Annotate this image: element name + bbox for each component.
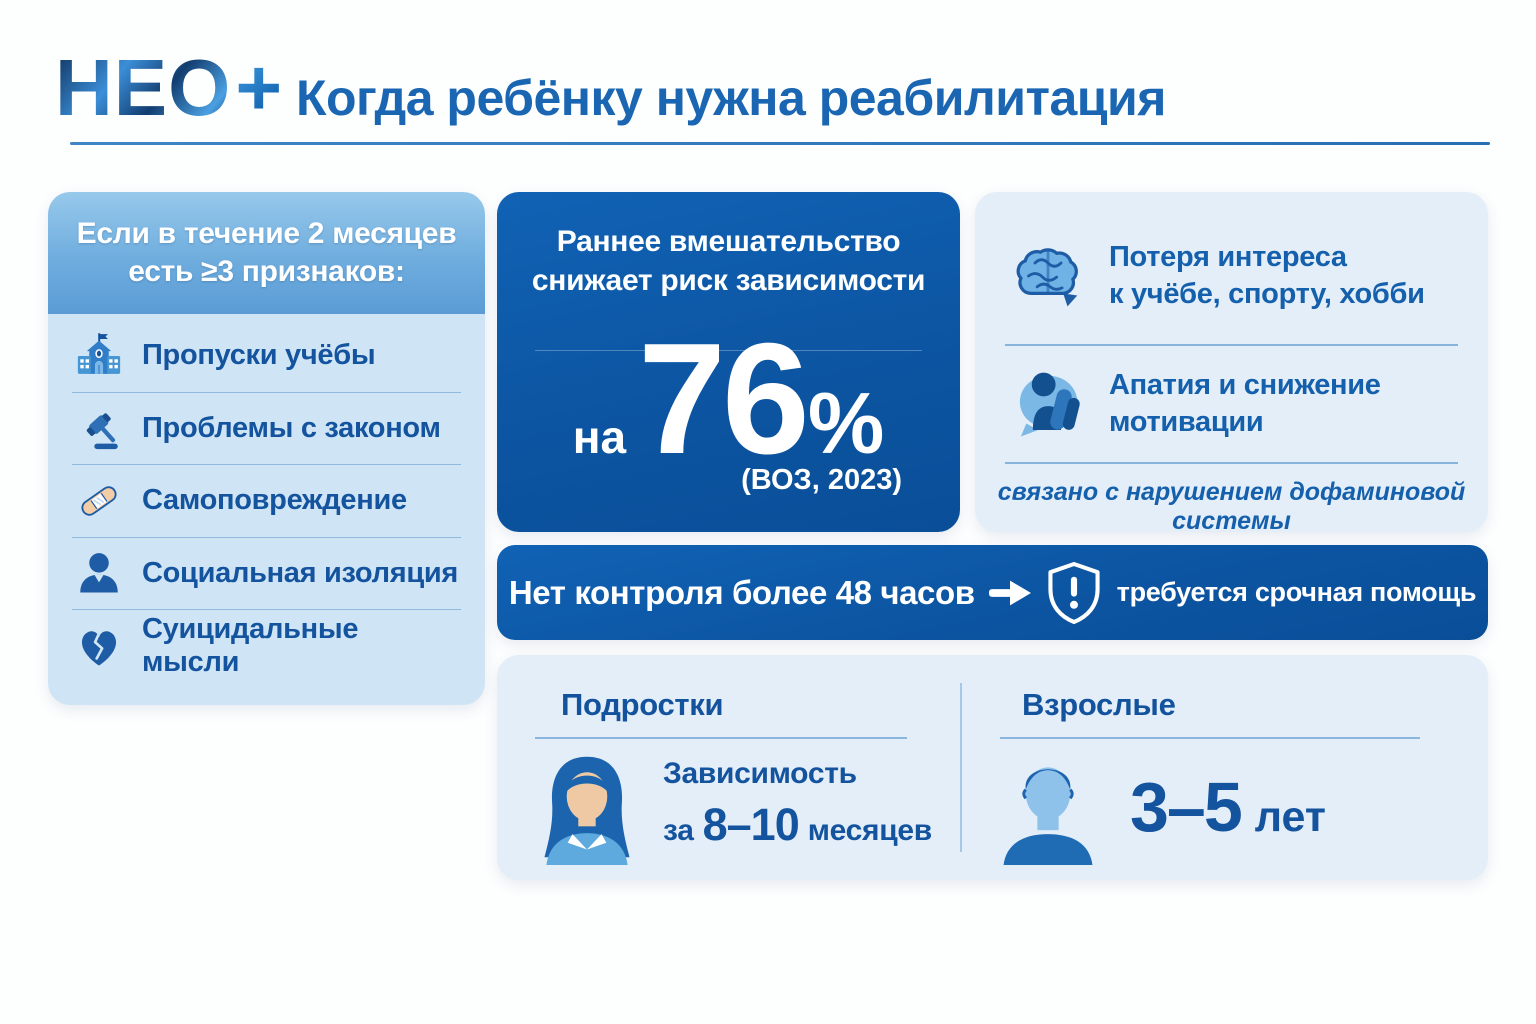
symptoms-divider [1005, 344, 1458, 346]
stat-panel: Раннее вмешательство снижает риск зависи… [497, 192, 960, 532]
adults-duration-suffix: лет [1254, 793, 1326, 841]
teens-text: Зависимость за 8–10 месяцев [663, 757, 932, 851]
stat-heading-line2: снижает риск зависимости [531, 264, 926, 297]
teens-line1: Зависимость [663, 757, 857, 790]
list-item-label: Самоповреждение [142, 484, 407, 517]
broken-heart-icon [72, 619, 126, 673]
alert-banner: Нет контроля более 48 часов требуется ср… [497, 545, 1488, 640]
person-icon [72, 546, 126, 600]
teens-line2-prefix: за [663, 814, 694, 847]
teens-column: Подростки Зависимость за 8–10 [497, 655, 960, 880]
criteria-title-line2: есть ≥3 признаков: [128, 255, 405, 288]
symptoms-note: связано с нарушением дофаминовой системы [997, 478, 1466, 535]
list-item-label: Проблемы с законом [142, 411, 441, 444]
stat-prefix: на [572, 411, 627, 463]
logo-plus-icon: + [235, 43, 284, 132]
timeline-panel: Подростки Зависимость за 8–10 [497, 655, 1488, 880]
list-item: Проблемы с законом [72, 393, 461, 465]
symptom-label-line2: к учёбе, спорту, хобби [1109, 278, 1425, 310]
list-item: Потеря интереса к учёбе, спорту, хобби [1009, 228, 1458, 324]
criteria-title-line1: Если в течение 2 месяцев [76, 217, 457, 250]
school-icon [72, 329, 126, 383]
timeline-vertical-divider [960, 683, 962, 852]
list-item: Самоповреждение [72, 465, 461, 538]
stat-percent-sign: % [807, 376, 885, 472]
teens-duration-value: 8–10 [702, 799, 800, 850]
teens-line2: за 8–10 месяцев [663, 799, 932, 851]
symptoms-divider [1005, 462, 1458, 464]
adults-title: Взрослые [1022, 687, 1176, 722]
stat-source: (ВОЗ, 2023) [741, 464, 902, 496]
teens-underline [535, 737, 907, 739]
adults-duration-value: 3–5 [1130, 768, 1243, 846]
teens-line2-suffix: месяцев [807, 814, 932, 847]
list-item-label: Пропуски учёбы [142, 339, 376, 372]
criteria-list: Пропуски учёбы Проблемы с законом [48, 314, 485, 683]
symptoms-panel: Потеря интереса к учёбе, спорту, хобби А… [975, 192, 1488, 535]
gavel-icon [72, 401, 126, 455]
list-item: Пропуски учёбы [72, 320, 461, 393]
list-item: Суицидальные мысли [72, 610, 461, 683]
symptom-label-line1: Апатия и снижение [1109, 369, 1381, 401]
teen-girl-avatar [529, 749, 645, 865]
page-title-strong: Когда ребёнку [296, 70, 643, 126]
page-title-normal: нужна реабилитация [642, 70, 1167, 126]
adults-underline [1000, 737, 1420, 739]
stat-divider [535, 350, 922, 351]
stat-value-row: на 76 % [497, 320, 960, 478]
symptom-label-line1: Потеря интереса [1109, 241, 1347, 273]
criteria-panel-title: Если в течение 2 месяцев есть ≥3 признак… [48, 192, 485, 314]
symptom-label-line2: мотивации [1109, 406, 1264, 438]
list-item-label: Социальная изоляция [142, 556, 459, 589]
logo-text: НЕО [55, 43, 232, 132]
stat-heading-line1: Раннее вмешательство [556, 225, 901, 258]
criteria-panel: Если в течение 2 месяцев есть ≥3 признак… [48, 192, 485, 705]
header-divider [70, 142, 1490, 145]
list-item-label: Потеря интереса к учёбе, спорту, хобби [1109, 239, 1425, 313]
adults-text: 3–5 лет [1130, 767, 1326, 847]
alert-text-right: требуется срочная помощь [1116, 577, 1477, 607]
brain-icon [1009, 237, 1087, 315]
stat-value: 76 [638, 311, 810, 487]
arrow-right-icon [988, 578, 1031, 608]
bandage-icon [72, 474, 126, 528]
shield-exclamation-icon [1045, 559, 1103, 627]
list-item: Социальная изоляция [72, 538, 461, 610]
stat-heading: Раннее вмешательство снижает риск зависи… [497, 192, 960, 300]
list-item-label: Суицидальные мысли [142, 613, 359, 679]
adult-man-avatar [990, 749, 1106, 865]
list-item-label: Апатия и снижение мотивации [1109, 367, 1381, 441]
adults-column: Взрослые 3–5 лет [962, 655, 1488, 880]
alert-text-left: Нет контроля более 48 часов [508, 573, 975, 611]
page-title: Когда ребёнку нужна реабилитация [296, 62, 1166, 134]
neo-plus-logo: НЕО + [55, 48, 283, 128]
list-item: Апатия и снижение мотивации [1009, 356, 1458, 452]
apathy-icon [1009, 365, 1087, 443]
teens-title: Подростки [561, 687, 724, 722]
